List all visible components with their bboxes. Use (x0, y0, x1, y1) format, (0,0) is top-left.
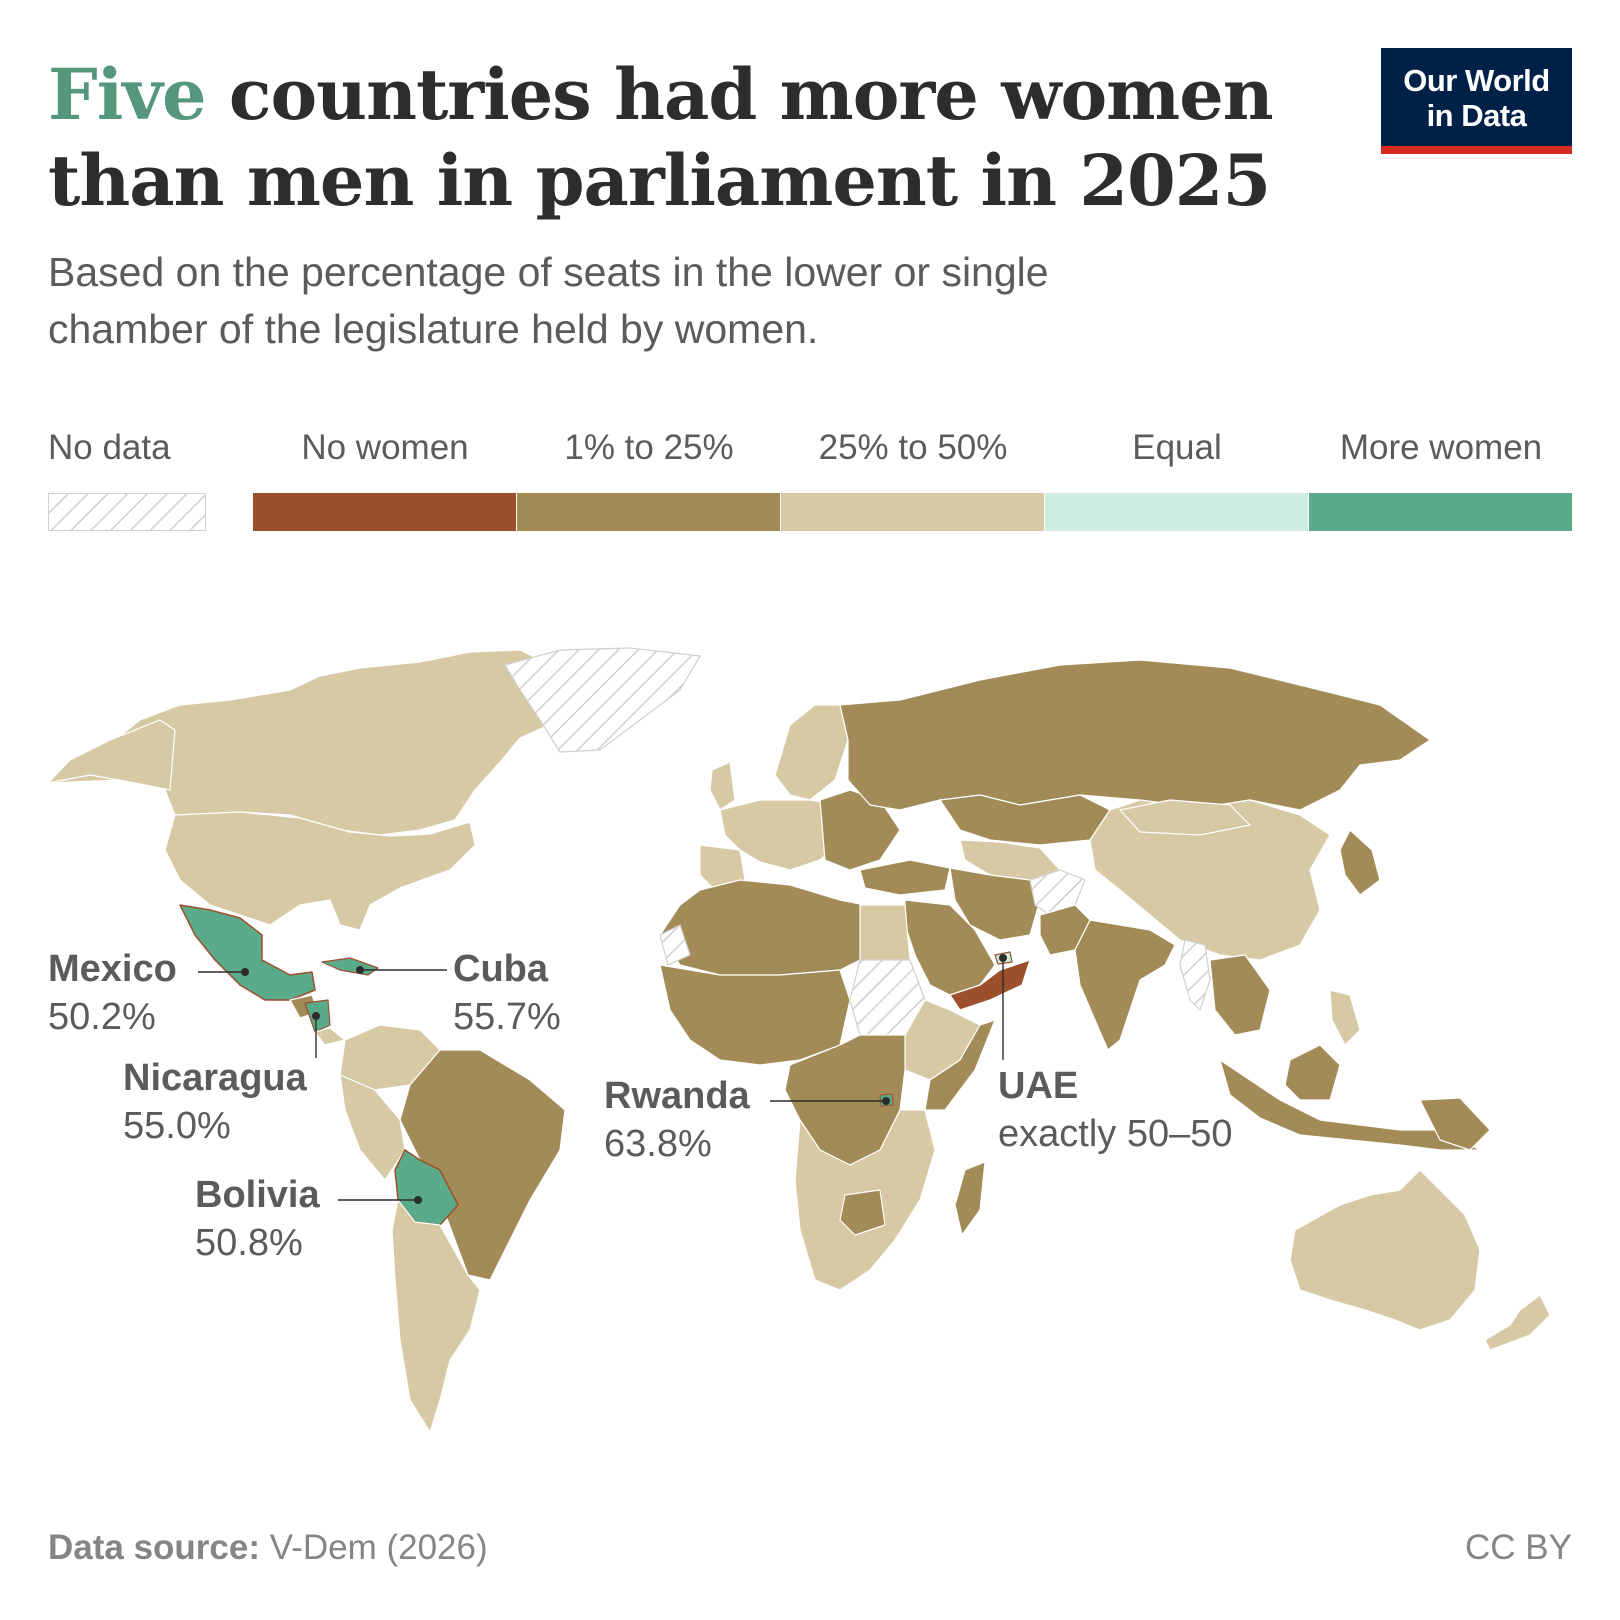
country-new-zealand[interactable] (1484, 1294, 1551, 1351)
annotation-uae: UAE exactly 50–50 (998, 1062, 1233, 1158)
marker-nicaragua (312, 1012, 320, 1020)
country-australia[interactable] (1289, 1169, 1481, 1331)
country-india[interactable] (1074, 919, 1176, 1051)
marker-cuba (356, 966, 364, 974)
legend-label-equal: Equal (1132, 428, 1222, 467)
annotation-cuba: Cuba 55.7% (453, 945, 561, 1041)
data-source-label: Data source: (48, 1528, 261, 1567)
country-yemen[interactable] (949, 959, 1031, 1011)
country-mongolia[interactable] (1119, 799, 1251, 836)
country-madagascar[interactable] (954, 1161, 986, 1236)
title-rest: countries had more women than men in par… (48, 53, 1274, 222)
annotation-uae-value: exactly 50–50 (998, 1113, 1233, 1155)
country-egypt[interactable] (859, 904, 911, 961)
legend-swatch-no-data[interactable] (48, 493, 206, 531)
annotation-rwanda-name: Rwanda (604, 1075, 750, 1117)
annotation-nicaragua-value: 55.0% (123, 1105, 231, 1147)
annotation-bolivia-value: 50.8% (195, 1222, 303, 1264)
country-uk[interactable] (709, 761, 736, 811)
chart-title: Five countries had more women than men i… (48, 52, 1288, 224)
country-borneo[interactable] (1284, 1044, 1341, 1101)
annotation-mexico: Mexico 50.2% (48, 945, 177, 1041)
country-argentina-chile[interactable] (391, 1199, 481, 1433)
annotation-rwanda: Rwanda 63.8% (604, 1072, 750, 1168)
region-west-africa[interactable] (659, 964, 851, 1066)
marker-uae (999, 954, 1007, 962)
annotation-mexico-name: Mexico (48, 948, 177, 990)
country-usa[interactable] (164, 811, 476, 931)
world-map (47, 647, 1551, 1433)
country-alaska[interactable] (47, 719, 176, 791)
annotation-rwanda-value: 63.8% (604, 1123, 712, 1165)
region-scandinavia[interactable] (774, 704, 849, 801)
country-myanmar[interactable] (1179, 939, 1211, 1011)
country-indonesia[interactable] (1219, 1059, 1481, 1151)
annotation-cuba-value: 55.7% (453, 996, 561, 1038)
annotation-nicaragua: Nicaragua 55.0% (123, 1054, 307, 1150)
legend-swatch-no-women[interactable] (253, 493, 516, 531)
legend-swatch-more-women[interactable] (1309, 493, 1572, 531)
annotation-bolivia-name: Bolivia (195, 1174, 320, 1216)
country-cuba[interactable] (321, 957, 379, 976)
annotation-uae-name: UAE (998, 1065, 1079, 1107)
country-philippines[interactable] (1329, 989, 1361, 1046)
data-source-value: V-Dem (2026) (260, 1528, 488, 1567)
logo-line-2: in Data (1426, 98, 1527, 133)
annotation-mexico-value: 50.2% (48, 996, 156, 1038)
legend-label-1-to-25: 1% to 25% (564, 428, 734, 467)
country-papua-new-guinea[interactable] (1419, 1097, 1491, 1151)
region-southeast-asia[interactable] (1209, 954, 1271, 1036)
legend-swatch-1-to-25[interactable] (517, 493, 780, 531)
country-turkey[interactable] (859, 859, 951, 896)
marker-rwanda (882, 1097, 890, 1105)
legend-label-more-women: More women (1339, 428, 1543, 467)
region-eastern-europe[interactable] (819, 789, 901, 871)
country-somalia[interactable] (924, 1019, 996, 1111)
region-north-africa[interactable] (659, 879, 866, 976)
legend-label-25-to-50: 25% to 50% (818, 428, 1008, 467)
country-japan[interactable] (1339, 829, 1381, 896)
legend-swatch-25-to-50[interactable] (781, 493, 1044, 531)
marker-mexico (241, 968, 249, 976)
owid-logo[interactable]: Our World in Data (1381, 48, 1572, 154)
country-zimbabwe[interactable] (839, 1189, 886, 1236)
annotation-bolivia: Bolivia 50.8% (195, 1171, 320, 1267)
data-source: Data source: V-Dem (2026) (48, 1528, 488, 1568)
country-russia[interactable] (839, 659, 1431, 811)
country-peru[interactable] (339, 1074, 406, 1181)
chart-subtitle: Based on the percentage of seats in the … (48, 249, 1049, 352)
country-panama[interactable] (314, 1027, 346, 1046)
country-mexico[interactable] (179, 904, 316, 1001)
country-western-sahara[interactable] (659, 924, 691, 966)
region-western-europe[interactable] (719, 799, 846, 871)
country-iran[interactable] (949, 867, 1041, 941)
legend-label-no-women: No women (301, 428, 469, 467)
license-link[interactable]: CC BY (1465, 1528, 1572, 1567)
legend-swatch-equal[interactable] (1045, 493, 1308, 531)
region-greenland[interactable] (504, 647, 701, 753)
annotation-nicaragua-name: Nicaragua (123, 1057, 307, 1099)
logo-line-1: Our World (1403, 63, 1550, 98)
marker-bolivia (414, 1196, 422, 1204)
title-highlight: Five (48, 53, 206, 136)
annotation-cuba-name: Cuba (453, 948, 548, 990)
legend-label-no-data: No data (48, 428, 171, 467)
